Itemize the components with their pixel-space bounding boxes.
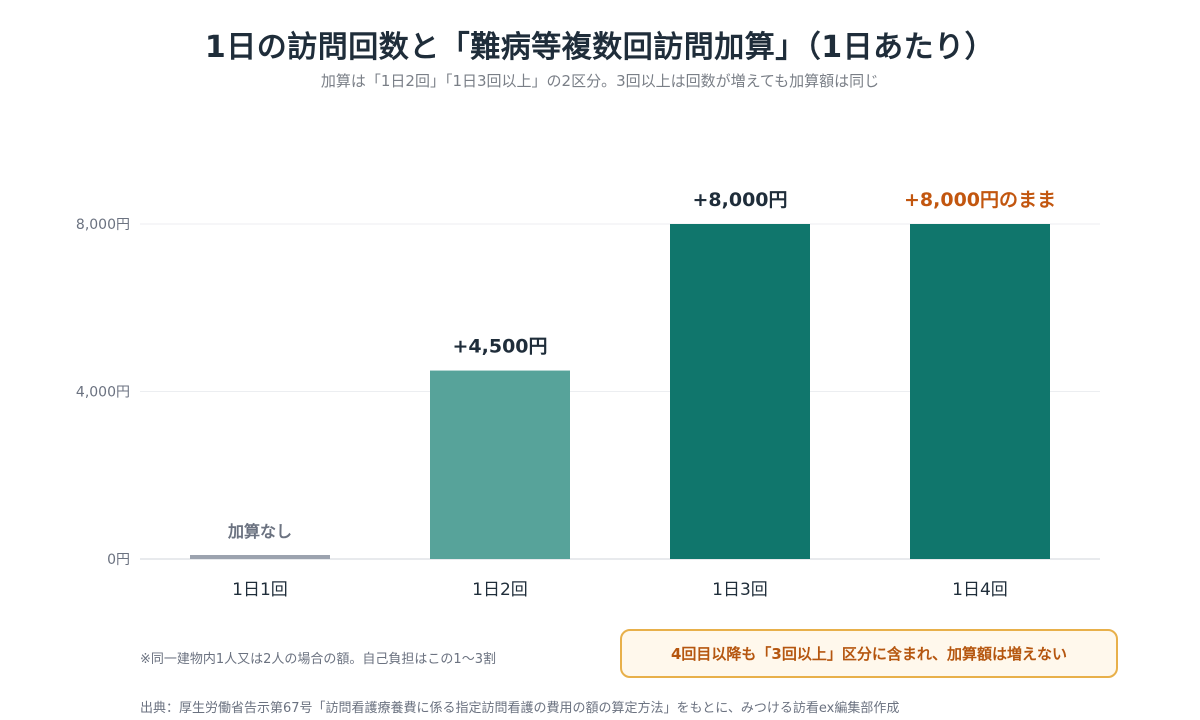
data-label: 加算なし bbox=[227, 522, 292, 541]
y-axis-ticks: 0円 4,000円 8,000円 bbox=[76, 217, 130, 568]
source-citation: 出典：厚生労働省告示第67号「訪問看護療養費に係る指定訪問看護の費用の額の算定方… bbox=[140, 701, 900, 716]
x-category-label: 1日2回 bbox=[472, 580, 528, 600]
chart-subtitle: 加算は「1日2回」「1日3回以上」の2区分。3回以上は回数が増えても加算額は同じ bbox=[320, 72, 880, 90]
data-label: +8,000円 bbox=[692, 189, 787, 211]
x-category-label: 1日1回 bbox=[232, 580, 288, 600]
bar bbox=[190, 555, 330, 559]
chart-title: 1日の訪問回数と「難病等複数回訪問加算」（1日あたり） bbox=[204, 30, 996, 65]
y-tick-label: 4,000円 bbox=[76, 385, 130, 401]
footnote: ※同一建物内1人又は2人の場合の額。自己負担はこの1〜3割 bbox=[140, 652, 496, 667]
data-label: +8,000円のまま bbox=[904, 189, 1056, 211]
callout-box: 4回目以降も「3回以上」区分に含まれ、加算額は増えない bbox=[620, 629, 1118, 678]
x-category-label: 1日3回 bbox=[712, 580, 768, 600]
bar bbox=[670, 224, 810, 559]
y-tick-label: 0円 bbox=[107, 552, 130, 568]
x-category-label: 1日4回 bbox=[952, 580, 1008, 600]
callout-text: 4回目以降も「3回以上」区分に含まれ、加算額は増えない bbox=[670, 645, 1068, 663]
bar bbox=[430, 370, 570, 559]
data-labels: 加算なし +4,500円 +8,000円 +8,000円のまま bbox=[227, 189, 1056, 541]
x-axis-categories: 1日1回 1日2回 1日3回 1日4回 bbox=[232, 580, 1008, 600]
bar bbox=[910, 224, 1050, 559]
y-tick-label: 8,000円 bbox=[76, 217, 130, 233]
bars bbox=[190, 224, 1050, 559]
data-label: +4,500円 bbox=[452, 336, 547, 358]
